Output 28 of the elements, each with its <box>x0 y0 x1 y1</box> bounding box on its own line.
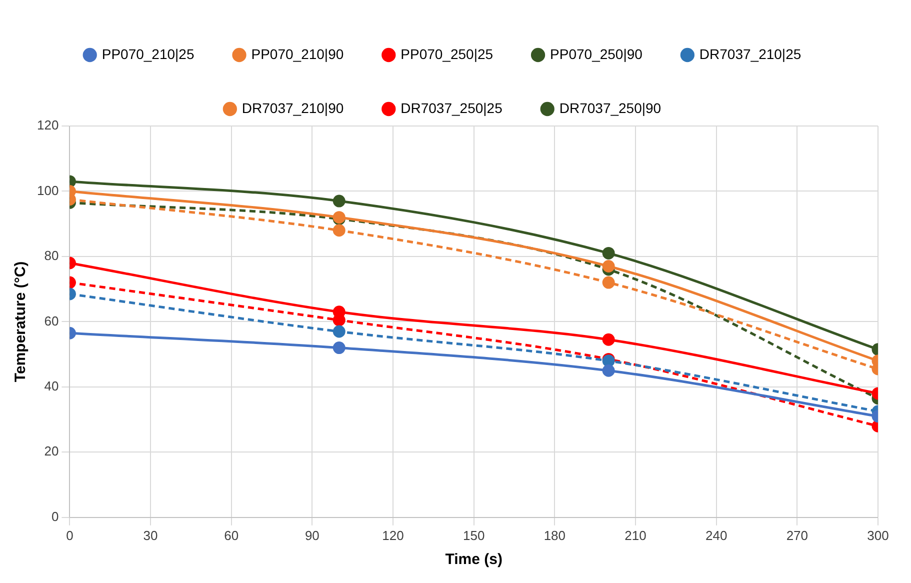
legend-label: PP070_250|90 <box>550 46 643 62</box>
x-tick-label: 150 <box>462 528 485 543</box>
y-tick-label: 80 <box>44 248 59 264</box>
y-tick-label: 60 <box>44 313 59 328</box>
y-axis-title: Temperature (°C) <box>12 261 30 382</box>
x-tick-label: 300 <box>867 528 889 543</box>
x-tick-label: 60 <box>224 528 239 543</box>
legend-label: DR7037_210|25 <box>699 46 802 62</box>
y-tick-label: 0 <box>51 508 59 524</box>
x-tick-label: 180 <box>544 528 566 543</box>
x-tick-label: 120 <box>382 528 404 543</box>
x-axis-title: Time (s) <box>445 551 502 568</box>
legend-label: DR7037_250|25 <box>400 100 503 116</box>
y-tick-label: 40 <box>44 378 59 394</box>
legend-label: DR7037_250|90 <box>559 100 662 116</box>
x-tick-label: 270 <box>786 528 808 543</box>
legend-label: PP070_250|25 <box>400 46 494 62</box>
legend-label: DR7037_210|90 <box>242 100 344 116</box>
x-tick-label: 0 <box>66 528 74 543</box>
legend-label: PP070_210|25 <box>102 46 194 62</box>
y-tick-label: 20 <box>44 444 59 459</box>
legend-label: PP070_210|90 <box>251 46 344 62</box>
y-tick-label: 120 <box>36 118 59 133</box>
x-tick-label: 90 <box>304 528 320 543</box>
x-tick-label: 30 <box>143 528 158 543</box>
x-tick-label: 240 <box>705 528 728 543</box>
y-tick-label: 100 <box>36 182 59 198</box>
x-tick-label: 210 <box>624 528 646 543</box>
